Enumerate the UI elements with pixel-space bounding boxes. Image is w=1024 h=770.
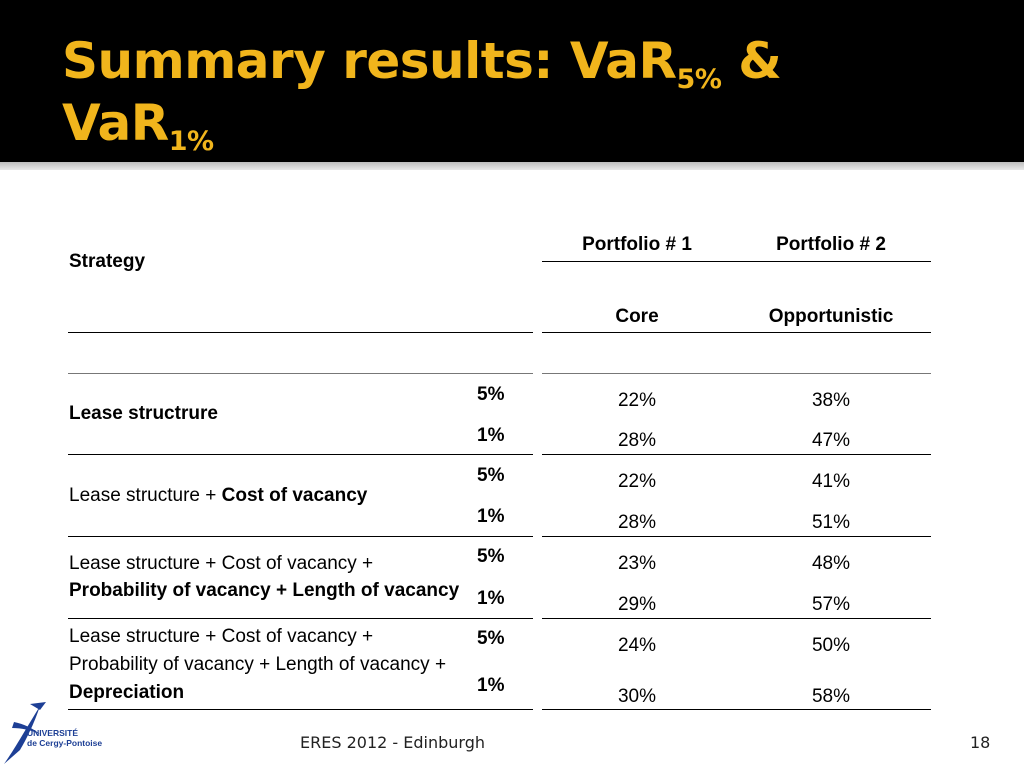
footer-conference: ERES 2012 - Edinburgh	[300, 733, 485, 752]
row-label-line2: Probability of vacancy + Length of vacan…	[69, 580, 460, 601]
core-header: Core	[615, 306, 659, 327]
p2-var1: 51%	[811, 512, 851, 533]
p1-var5: 23%	[617, 553, 657, 574]
strategy-header: Strategy	[69, 251, 146, 272]
p1-var1: 29%	[617, 594, 657, 615]
p2-var1: 57%	[811, 594, 851, 615]
row-label-line1: Lease structure + Cost of vacancy +	[69, 553, 374, 574]
confidence-5: 5%	[477, 628, 505, 649]
table-bottom-rule	[542, 709, 931, 710]
spacer-rule-right	[542, 373, 931, 374]
row-divider	[68, 454, 533, 455]
p1-var5: 24%	[617, 635, 657, 656]
header-rule-left	[68, 332, 533, 333]
p1-var5: 22%	[617, 390, 657, 411]
p2-var1: 47%	[811, 430, 851, 451]
row-divider	[68, 618, 533, 619]
row-divider	[542, 454, 931, 455]
confidence-1: 1%	[477, 506, 505, 527]
header-rule-right	[542, 332, 931, 333]
slide-number: 18	[970, 733, 991, 752]
table-bottom-rule	[68, 709, 533, 710]
p2-var5: 48%	[811, 553, 851, 574]
row-label-line2: Probability of vacancy + Length of vacan…	[69, 654, 447, 675]
university-logo: UNIVERSITÉ de Cergy-Pontoise	[0, 700, 120, 766]
p2-var5: 38%	[811, 390, 851, 411]
p2-var5: 41%	[811, 471, 851, 492]
confidence-1: 1%	[477, 588, 505, 609]
confidence-5: 5%	[477, 384, 505, 405]
p1-var1: 28%	[617, 512, 657, 533]
logo-text: UNIVERSITÉ de Cergy-Pontoise	[27, 728, 103, 748]
row-divider	[68, 536, 533, 537]
row-label-line1: Lease structure + Cost of vacancy +	[69, 626, 374, 647]
confidence-5: 5%	[477, 546, 505, 567]
row-label-line3: Depreciation	[69, 682, 185, 703]
opportunistic-header: Opportunistic	[768, 306, 894, 327]
row-label: Lease structrure	[69, 403, 218, 424]
row-divider	[542, 536, 931, 537]
p2-var1: 58%	[811, 686, 851, 707]
portfolio1-header: Portfolio # 1	[582, 234, 692, 255]
p1-var1: 30%	[617, 686, 657, 707]
p1-var5: 22%	[617, 471, 657, 492]
title-divider	[0, 162, 1024, 170]
p2-var5: 50%	[811, 635, 851, 656]
confidence-5: 5%	[477, 465, 505, 486]
confidence-1: 1%	[477, 425, 505, 446]
row-divider	[542, 618, 931, 619]
header-rule-portfolios	[542, 261, 931, 262]
confidence-1: 1%	[477, 675, 505, 696]
slide-title: Summary results: VaR5% & VaR1%	[62, 32, 782, 157]
spacer-rule-left	[68, 373, 533, 374]
title-bar	[0, 0, 1024, 162]
logo-mark-icon	[4, 702, 46, 764]
portfolio2-header: Portfolio # 2	[776, 234, 886, 255]
row-label: Lease structure + Cost of vacancy	[69, 485, 368, 506]
p1-var1: 28%	[617, 430, 657, 451]
